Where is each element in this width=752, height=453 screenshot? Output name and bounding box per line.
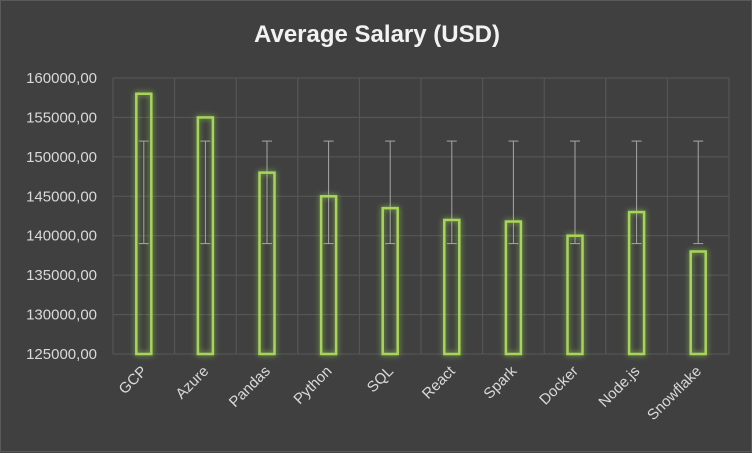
- y-tick-label: 140000,00: [26, 228, 97, 245]
- error-bar: [631, 140, 642, 245]
- bar: [196, 116, 215, 356]
- bar: [258, 171, 276, 356]
- bar: [443, 218, 461, 356]
- error-bar: [262, 140, 272, 245]
- x-tick-label: Pandas: [226, 363, 274, 411]
- x-tick-label: Docker: [536, 363, 582, 409]
- x-tick-label: Node.js: [595, 363, 643, 411]
- x-tick-label: Snowflake: [644, 363, 705, 424]
- x-tick-label: Python: [290, 363, 335, 408]
- y-tick-label: 125000,00: [26, 346, 97, 363]
- error-bar: [385, 140, 396, 245]
- error-bar: [693, 140, 704, 245]
- bar: [381, 206, 399, 356]
- bar: [504, 220, 523, 356]
- error-bar: [446, 140, 457, 245]
- chart-title: Average Salary (USD): [254, 21, 500, 48]
- y-tick-label: 145000,00: [26, 188, 97, 205]
- x-tick-label: React: [419, 362, 459, 402]
- error-bar: [138, 140, 149, 245]
- error-bar: [508, 140, 519, 245]
- y-tick-label: 135000,00: [26, 267, 97, 284]
- x-tick-label: Spark: [480, 362, 520, 402]
- bar: [689, 250, 707, 356]
- y-tick-label: 155000,00: [26, 109, 97, 126]
- y-tick-label: 160000,00: [26, 70, 97, 87]
- y-tick-label: 130000,00: [26, 307, 97, 324]
- error-bar: [323, 140, 334, 245]
- y-tick-label: 150000,00: [26, 149, 97, 166]
- bar: [566, 234, 584, 356]
- x-tick-label: Azure: [172, 363, 212, 403]
- bar: [319, 195, 338, 356]
- error-bar: [200, 140, 211, 245]
- error-bar: [570, 140, 580, 245]
- bar: [135, 92, 153, 356]
- x-tick-label: SQL: [364, 363, 397, 396]
- x-tick-label: GCP: [116, 363, 151, 398]
- bar: [627, 210, 646, 356]
